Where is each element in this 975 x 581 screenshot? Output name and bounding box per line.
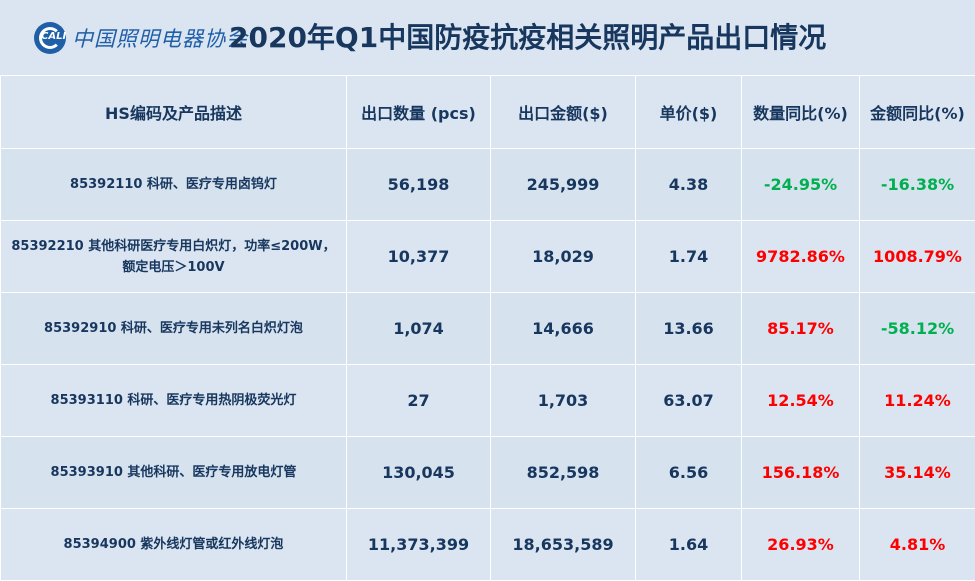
- cell-product: 85393910 其他科研、医疗专用放电灯管: [1, 437, 347, 509]
- cell-quantity-yoy: 85.17%: [742, 293, 860, 365]
- cell-amount-yoy: -58.12%: [860, 293, 975, 365]
- cell-amount: 245,999: [491, 149, 636, 221]
- cell-product: 85394900 紫外线灯管或红外线灯泡: [1, 509, 347, 581]
- header-quantity: 出口数量 (pcs): [347, 76, 491, 149]
- header: CALI 中国照明电器协会 2020年Q1中国防疫抗疫相关照明产品出口情况: [0, 0, 975, 76]
- table-row: 85392210 其他科研医疗专用白炽灯，功率≤200W，额定电压＞100V 1…: [1, 221, 975, 293]
- cell-quantity: 11,373,399: [347, 509, 491, 581]
- cell-quantity-yoy: 26.93%: [742, 509, 860, 581]
- cell-quantity-yoy: 12.54%: [742, 365, 860, 437]
- table-header-row: HS编码及产品描述 出口数量 (pcs) 出口金额($) 单价($) 数量同比(…: [1, 76, 975, 149]
- header-hs-code: HS编码及产品描述: [1, 76, 347, 149]
- table-row: 85393110 科研、医疗专用热阴极荧光灯 27 1,703 63.07 12…: [1, 365, 975, 437]
- cell-unit-price: 1.64: [636, 509, 742, 581]
- table-row: 85393910 其他科研、医疗专用放电灯管 130,045 852,598 6…: [1, 437, 975, 509]
- header-quantity-yoy: 数量同比(%): [742, 76, 860, 149]
- cell-amount: 14,666: [491, 293, 636, 365]
- cell-amount-yoy: 35.14%: [860, 437, 975, 509]
- cell-unit-price: 6.56: [636, 437, 742, 509]
- cell-quantity: 27: [347, 365, 491, 437]
- cell-unit-price: 4.38: [636, 149, 742, 221]
- cell-amount-yoy: 11.24%: [860, 365, 975, 437]
- cell-product: 85392910 科研、医疗专用未列名白炽灯泡: [1, 293, 347, 365]
- header-amount: 出口金额($): [491, 76, 636, 149]
- table-row: 85394900 紫外线灯管或红外线灯泡 11,373,399 18,653,5…: [1, 509, 975, 581]
- cell-amount: 852,598: [491, 437, 636, 509]
- cell-quantity: 1,074: [347, 293, 491, 365]
- cell-quantity-yoy: -24.95%: [742, 149, 860, 221]
- cell-product: 85393110 科研、医疗专用热阴极荧光灯: [1, 365, 347, 437]
- page-title: 2020年Q1中国防疫抗疫相关照明产品出口情况: [229, 18, 826, 58]
- table-row: 85392110 科研、医疗专用卤钨灯 56,198 245,999 4.38 …: [1, 149, 975, 221]
- header-amount-yoy: 金额同比(%): [860, 76, 975, 149]
- logo-text: 中国照明电器协会: [72, 23, 248, 53]
- logo-badge-text: CALI: [41, 31, 66, 42]
- cell-unit-price: 13.66: [636, 293, 742, 365]
- cell-quantity: 56,198: [347, 149, 491, 221]
- export-table: HS编码及产品描述 出口数量 (pcs) 出口金额($) 单价($) 数量同比(…: [0, 75, 975, 581]
- cell-quantity: 10,377: [347, 221, 491, 293]
- header-unit-price: 单价($): [636, 76, 742, 149]
- cell-amount-yoy: -16.38%: [860, 149, 975, 221]
- cell-product: 85392210 其他科研医疗专用白炽灯，功率≤200W，额定电压＞100V: [1, 221, 347, 293]
- cell-amount-yoy: 1008.79%: [860, 221, 975, 293]
- cell-quantity-yoy: 156.18%: [742, 437, 860, 509]
- cell-product: 85392110 科研、医疗专用卤钨灯: [1, 149, 347, 221]
- cell-amount-yoy: 4.81%: [860, 509, 975, 581]
- cell-unit-price: 63.07: [636, 365, 742, 437]
- cell-quantity: 130,045: [347, 437, 491, 509]
- cell-amount: 18,653,589: [491, 509, 636, 581]
- cell-quantity-yoy: 9782.86%: [742, 221, 860, 293]
- cell-amount: 18,029: [491, 221, 636, 293]
- logo: CALI 中国照明电器协会: [34, 22, 248, 54]
- table-row: 85392910 科研、医疗专用未列名白炽灯泡 1,074 14,666 13.…: [1, 293, 975, 365]
- cell-unit-price: 1.74: [636, 221, 742, 293]
- cell-amount: 1,703: [491, 365, 636, 437]
- cali-logo-icon: CALI: [34, 22, 66, 54]
